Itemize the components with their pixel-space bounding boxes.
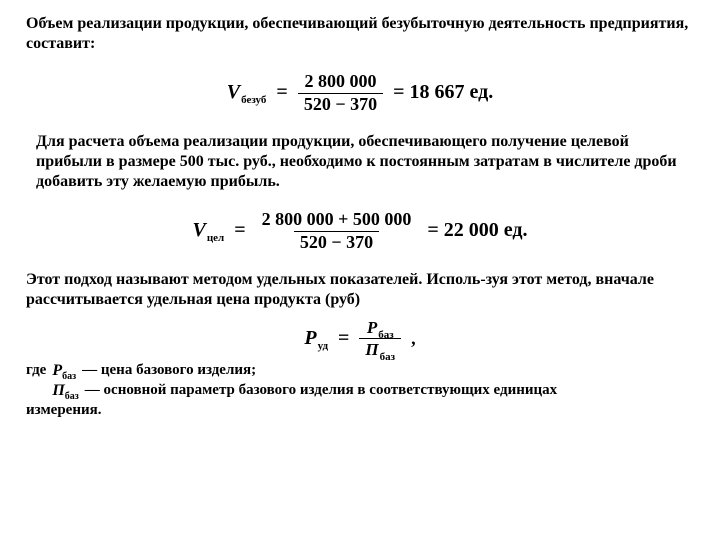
equals: = (234, 219, 245, 242)
definitions-block: где Pбаз — цена базового изделия; где Пб… (26, 361, 694, 420)
result-2: = 22 000 ед. (427, 219, 527, 242)
paragraph-3: Этот подход называют методом удельных по… (26, 270, 694, 310)
fraction-2: 2 800 000 + 500 000 520 − 370 (256, 210, 418, 252)
paragraph-2: Для расчета объема реализации продукции,… (36, 132, 694, 192)
var-v-breakeven: V безуб (227, 81, 267, 104)
def-p-base: Pбаз (52, 361, 76, 381)
var-v-target: V цел (192, 219, 224, 242)
def-pi-base-text: — основной параметр базового изделия в с… (85, 381, 557, 401)
trailing-comma: , (411, 328, 416, 349)
def-pi-base-text-2: измерения. (26, 401, 694, 420)
fraction-3: Pбаз Пбаз (359, 318, 401, 360)
result-1: = 18 667 ед. (393, 81, 493, 104)
fraction-1: 2 800 000 520 − 370 (298, 72, 383, 114)
formula-target: V цел = 2 800 000 + 500 000 520 − 370 = … (26, 210, 694, 252)
formula-unit-price: P уд = Pбаз Пбаз , (26, 318, 694, 360)
equals: = (338, 327, 349, 350)
where-label: где (26, 361, 46, 381)
def-p-base-text: — цена базового изделия; (82, 361, 256, 381)
var-p-unit: P уд (304, 327, 328, 350)
formula-breakeven: V безуб = 2 800 000 520 − 370 = 18 667 е… (26, 72, 694, 114)
def-pi-base: Пбаз (52, 381, 78, 401)
paragraph-1: Объем реализации продукции, обеспечивающ… (26, 14, 694, 54)
equals: = (276, 81, 287, 104)
